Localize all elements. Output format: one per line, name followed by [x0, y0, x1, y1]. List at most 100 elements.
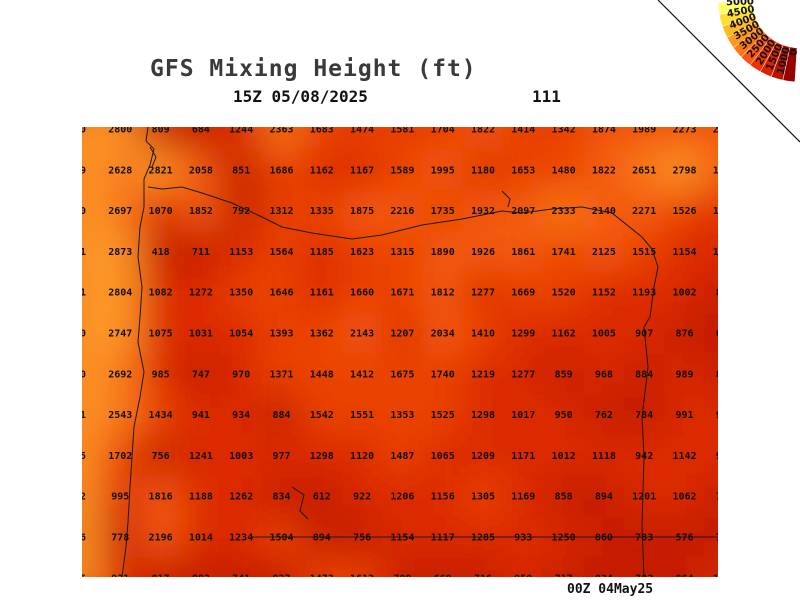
grid-value-label: 805 [716, 369, 718, 380]
grid-value-label: 1686 [269, 165, 293, 176]
grid-value-label: 65 [82, 573, 86, 577]
field-cell [462, 231, 505, 273]
field-cell [82, 394, 102, 436]
field-cell [422, 149, 464, 192]
field-cell [462, 475, 505, 518]
field-cell [261, 149, 303, 192]
grid-value-label: 1185 [310, 247, 334, 258]
field-cell [82, 557, 102, 577]
grid-value-label: 1171 [511, 451, 535, 462]
grid-value-label: 834 [272, 492, 290, 503]
grid-value-label: 1653 [511, 165, 535, 176]
state-line-east [641, 248, 659, 577]
grid-value-label: 756 [152, 451, 170, 462]
grid-value-label: 2333 [552, 206, 576, 217]
field-cell [261, 127, 303, 151]
field-cell [382, 475, 424, 518]
field-cell [382, 435, 424, 477]
field-cell [341, 394, 384, 436]
legend-swatches [717, 1, 798, 83]
grid-value-label: 1193 [632, 288, 656, 299]
grid-value-label: 684 [192, 127, 210, 136]
grid-value-label: 56 [82, 533, 86, 544]
grid-value-label: 1118 [592, 451, 616, 462]
field-cell [462, 190, 505, 232]
field-cell [503, 394, 545, 436]
field-cell [301, 557, 343, 577]
grid-value-label: 1152 [592, 288, 616, 299]
field-cell [180, 557, 223, 577]
field-cell [462, 557, 505, 577]
grid-value-label: 977 [272, 451, 290, 462]
field-cell [543, 149, 585, 192]
field-cell [503, 353, 545, 396]
field-cell [221, 475, 263, 518]
grid-value-label: 907 [635, 329, 653, 340]
field-cell [382, 557, 424, 577]
grid-value-label: 1062 [672, 492, 696, 503]
field-cell [543, 271, 585, 314]
grid-value-label: 684 [716, 329, 718, 340]
grid-value-label: 1875 [350, 206, 374, 217]
valid-time: 15Z 05/08/2025 [233, 87, 368, 106]
field-cell [624, 557, 666, 577]
grid-value-label: 1070 [149, 206, 173, 217]
grid-value-label: 2798 [672, 165, 696, 176]
field-cell [583, 149, 626, 192]
grid-value-label: 747 [192, 369, 210, 380]
grid-value-label: 859 [555, 369, 573, 380]
grid-value-label: 1342 [552, 127, 576, 136]
field-cell [180, 475, 223, 518]
field-cell [704, 149, 718, 192]
grid-value-label: 922 [353, 492, 371, 503]
grid-value-label: 1515 [632, 247, 656, 258]
grid-value-label: 1890 [431, 247, 455, 258]
field-cell [301, 353, 343, 396]
field-cell [82, 516, 102, 559]
field-cell [301, 435, 343, 477]
grid-value-label: 834 [595, 573, 613, 577]
field-cell [100, 353, 142, 396]
grid-value-label: 1120 [350, 451, 374, 462]
grid-value-label: 89 [82, 165, 86, 176]
forecast-hour: 111 [532, 87, 561, 106]
grid-value-label: 1704 [431, 127, 455, 136]
field-cell [462, 435, 505, 477]
field-cell [583, 353, 626, 396]
field-cell [503, 312, 545, 355]
field-cell [301, 312, 343, 355]
field-cell [624, 271, 666, 314]
chart-title: GFS Mixing Height (ft) [150, 56, 477, 82]
field-cell [382, 149, 424, 192]
field-cell [503, 435, 545, 477]
field-cell [503, 475, 545, 518]
grid-value-label: 968 [595, 369, 613, 380]
mixing-height-map[interactable]: 00 2800 809 684 1244 2363 1683 1474 1581 1704 1822… [82, 127, 718, 577]
grid-value-label: 1473 [310, 573, 334, 577]
field-cell [583, 312, 626, 355]
grid-value-label: 953 [716, 451, 718, 462]
field-cell [543, 475, 585, 518]
grid-value-label: 1410 [471, 329, 495, 340]
grid-value-label: 1995 [431, 165, 455, 176]
grid-value-label: 1156 [431, 492, 455, 503]
grid-value-label: 991 [675, 410, 693, 421]
field-cell [543, 394, 585, 436]
field-cell [583, 394, 626, 436]
field-cell [382, 190, 424, 232]
init-time: 00Z 04May25 [567, 582, 654, 597]
field-cell [543, 435, 585, 477]
field-cell [543, 231, 585, 273]
field-cell [624, 394, 666, 436]
field-cell [462, 353, 505, 396]
grid-value-label: 1581 [390, 127, 414, 136]
field-cell [221, 190, 263, 232]
field-cell [624, 435, 666, 477]
grid-value-label: 2143 [350, 329, 374, 340]
grid-value-label: 1153 [229, 247, 253, 258]
field-cell [704, 353, 718, 396]
grid-value-label: 1298 [471, 410, 495, 421]
grid-value-label: 1822 [471, 127, 495, 136]
grid-value-label: 995 [111, 492, 129, 503]
